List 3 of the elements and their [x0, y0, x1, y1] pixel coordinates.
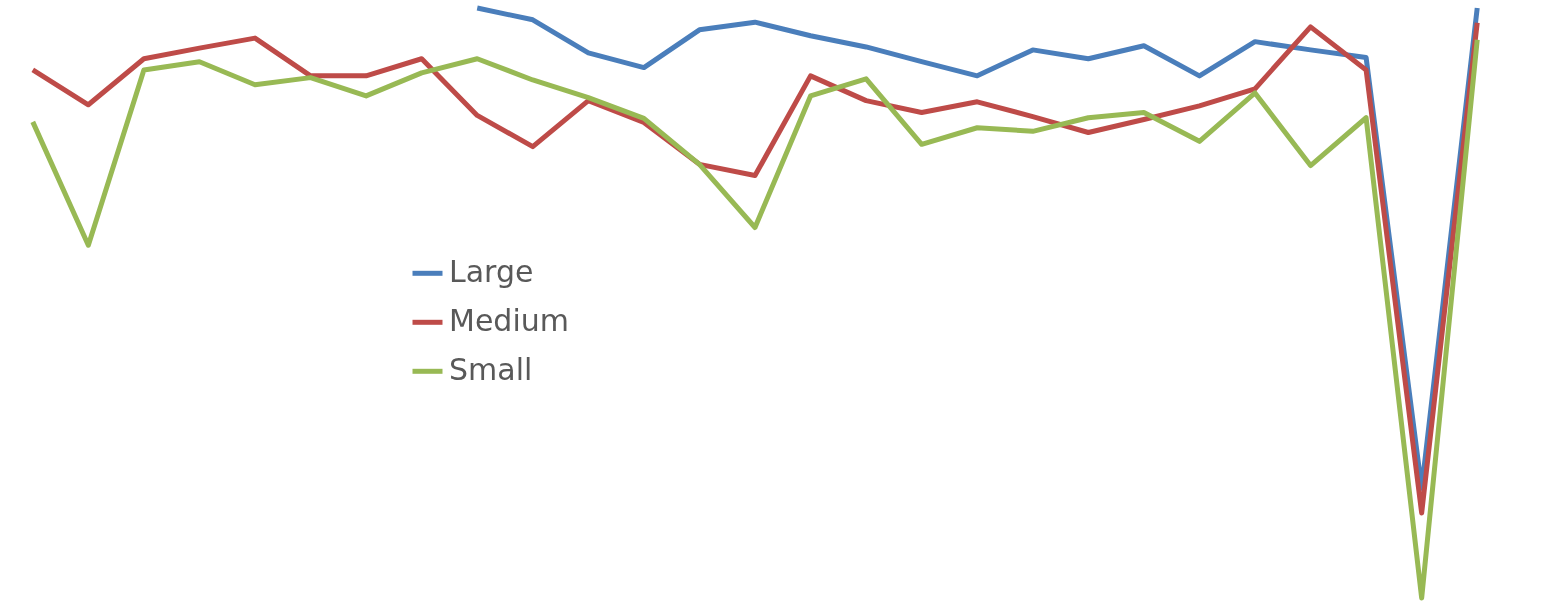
legend-label: Large	[449, 254, 534, 290]
legend-label: Medium	[449, 303, 569, 339]
legend-label: Small	[449, 352, 533, 388]
